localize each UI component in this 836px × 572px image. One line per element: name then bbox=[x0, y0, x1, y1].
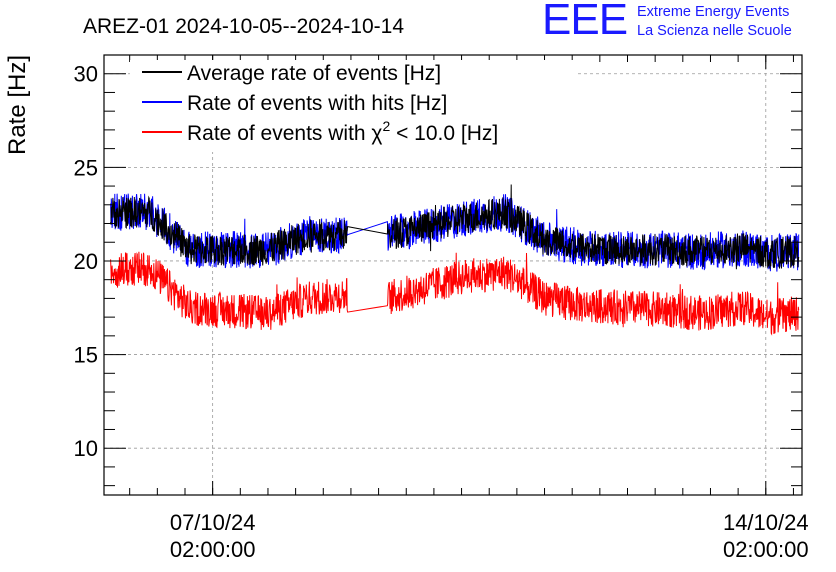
y-tick-label: 15 bbox=[74, 343, 98, 368]
y-tick-label: 30 bbox=[74, 62, 98, 87]
y-tick-label: 20 bbox=[74, 249, 98, 274]
legend-label-1: Average rate of events [Hz] bbox=[187, 62, 441, 85]
y-tick-label: 25 bbox=[74, 155, 98, 180]
y-tick-label: 10 bbox=[74, 436, 98, 461]
series-line-2 bbox=[110, 193, 800, 272]
x-tick-label-date: 07/10/24 bbox=[170, 510, 256, 535]
x-tick-label-date: 14/10/24 bbox=[723, 510, 809, 535]
plot-frame bbox=[103, 54, 803, 496]
series-layer bbox=[110, 184, 800, 336]
legend-label-3: Rate of events with χ2 < 10.0 [Hz] bbox=[187, 118, 498, 145]
axis-ticks: 101520253007/10/2402:00:0014/10/2402:00:… bbox=[74, 54, 809, 562]
brand-line-1: Extreme Energy Events bbox=[637, 4, 790, 20]
chart-title: AREZ-01 2024-10-05--2024-10-14 bbox=[83, 15, 404, 38]
legend-label-2: Rate of events with hits [Hz] bbox=[187, 92, 447, 115]
legend-box bbox=[130, 60, 575, 152]
brand-line-2: La Scienza nelle Scuole bbox=[637, 23, 792, 39]
eee-logo: EEE bbox=[542, 0, 628, 44]
series-line-1 bbox=[110, 184, 800, 270]
legend: Average rate of events [Hz] Rate of event… bbox=[142, 62, 498, 145]
x-tick-label-time: 02:00:00 bbox=[170, 537, 256, 562]
y-axis-label: Rate [Hz] bbox=[4, 55, 31, 155]
series-line-3 bbox=[110, 251, 800, 336]
x-tick-label-time: 02:00:00 bbox=[723, 537, 809, 562]
